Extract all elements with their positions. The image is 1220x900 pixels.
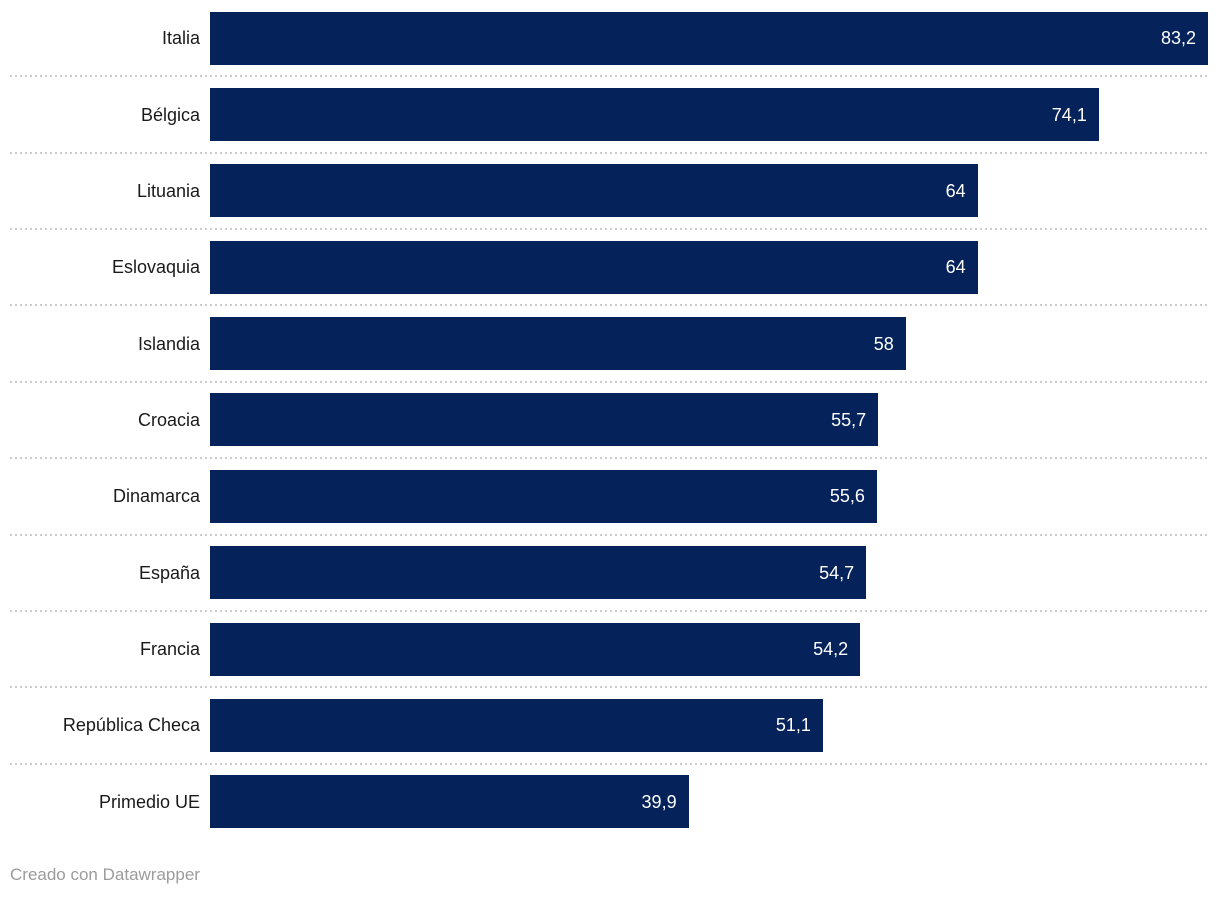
bar: 51,1 <box>210 698 823 752</box>
chart-row: Primedio UE 39,9 <box>0 764 1220 840</box>
attribution: Creado con Datawrapper <box>10 864 200 886</box>
bar: 55,6 <box>210 469 877 523</box>
category-label: Lituania <box>136 180 200 201</box>
bar: 64 <box>210 240 978 294</box>
value-label: 54,2 <box>813 639 849 660</box>
bar-area: 83,2 <box>210 11 1208 65</box>
bar: 58 <box>210 317 906 371</box>
chart-row: República Checa 51,1 <box>0 687 1220 765</box>
chart-rows: Italia 83,2 Bélgica 74,1 Lituania 64 Esl… <box>0 0 1220 840</box>
bar-area: 58 <box>210 317 1208 371</box>
value-label: 55,6 <box>829 486 865 507</box>
category-label: Croacia <box>137 409 200 430</box>
category-label: Islandia <box>137 333 200 354</box>
bar-area: 55,6 <box>210 469 1208 523</box>
bar: 74,1 <box>210 88 1099 142</box>
category-label: República Checa <box>62 715 200 736</box>
value-label: 83,2 <box>1160 28 1196 49</box>
category-label: España <box>138 562 200 583</box>
chart-row: España 54,7 <box>0 535 1220 613</box>
bar-area: 55,7 <box>210 393 1208 447</box>
bar-area: 54,7 <box>210 546 1208 600</box>
bar-area: 39,9 <box>210 775 1208 829</box>
category-label: Francia <box>139 639 200 660</box>
value-label: 58 <box>873 333 894 354</box>
chart-row: Lituania 64 <box>0 153 1220 231</box>
bar-area: 74,1 <box>210 88 1208 142</box>
bar-area: 64 <box>210 240 1208 294</box>
value-label: 74,1 <box>1051 104 1087 125</box>
bar-area: 54,2 <box>210 622 1208 676</box>
chart-row: Bélgica 74,1 <box>0 76 1220 155</box>
bar-area: 64 <box>210 164 1208 218</box>
value-label: 54,7 <box>819 562 855 583</box>
chart-row: Italia 83,2 <box>0 0 1220 78</box>
chart-row: Islandia 58 <box>0 305 1220 384</box>
chart-row: Dinamarca 55,6 <box>0 458 1220 536</box>
attribution-text: Creado con Datawrapper <box>10 865 200 884</box>
bar: 39,9 <box>210 775 689 829</box>
bar: 64 <box>210 164 978 218</box>
category-label: Italia <box>161 28 200 49</box>
chart-row: Francia 54,2 <box>0 611 1220 689</box>
bar: 55,7 <box>210 393 879 447</box>
category-label: Eslovaquia <box>111 257 200 278</box>
chart-row: Croacia 55,7 <box>0 382 1220 460</box>
value-label: 39,9 <box>641 791 677 812</box>
value-label: 64 <box>945 180 966 201</box>
value-label: 64 <box>945 257 966 278</box>
value-label: 51,1 <box>775 715 811 736</box>
chart-row: Eslovaquia 64 <box>0 229 1220 307</box>
category-label: Bélgica <box>140 104 200 125</box>
bar: 83,2 <box>210 11 1208 65</box>
bar: 54,2 <box>210 622 861 676</box>
bar-area: 51,1 <box>210 698 1208 752</box>
category-label: Primedio UE <box>98 791 200 812</box>
category-label: Dinamarca <box>112 486 200 507</box>
bar: 54,7 <box>210 546 867 600</box>
value-label: 55,7 <box>831 409 867 430</box>
